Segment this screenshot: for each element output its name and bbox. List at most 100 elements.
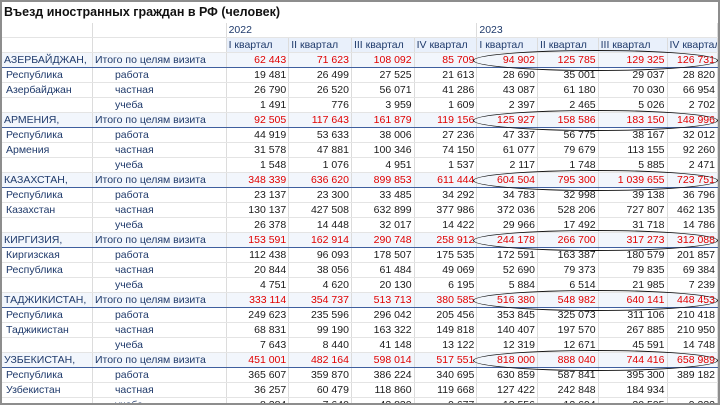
value-cell: 258 912 xyxy=(414,232,478,248)
purpose-label: частная xyxy=(92,262,227,278)
value-cell: 130 137 xyxy=(226,202,290,218)
value-cell: 31 718 xyxy=(598,217,668,233)
purpose-label: учеба xyxy=(92,157,227,173)
value-cell: 395 300 xyxy=(598,367,668,383)
value-cell: 353 845 xyxy=(476,307,538,323)
value-cell: 99 190 xyxy=(288,322,352,338)
value-cell: 9 232 xyxy=(667,397,718,403)
purpose-row: учеба8 2847 64043 8309 67712 55612 69430… xyxy=(2,397,718,403)
value-cell: 235 596 xyxy=(288,307,352,323)
purpose-row: Республика работа 249 623 235 596 296 042 205… xyxy=(2,307,718,323)
value-cell: 79 373 xyxy=(537,262,599,278)
value-cell: 587 841 xyxy=(537,367,599,383)
value-cell: 26 499 xyxy=(288,67,352,83)
country-total-row: ТАДЖИКИСТАН, Итого по целям визита 333 114… xyxy=(2,292,718,308)
value-cell: 39 138 xyxy=(598,187,668,203)
blank-cell xyxy=(92,23,227,38)
value-cell: 27 236 xyxy=(414,127,478,143)
quarter-header: I квартал xyxy=(476,37,538,53)
value-cell: 34 292 xyxy=(414,187,478,203)
value-cell: 658 989 xyxy=(667,352,718,368)
value-cell: 69 384 xyxy=(667,262,718,278)
value-cell: 333 114 xyxy=(226,292,290,308)
value-cell: 113 155 xyxy=(598,142,668,158)
value-cell: 47 881 xyxy=(288,142,352,158)
purpose-row: Узбекистан частная 36 257 60 479 118 860 119 … xyxy=(2,382,718,398)
value-cell: 32 017 xyxy=(351,217,415,233)
purpose-label: учеба xyxy=(92,397,227,403)
value-cell: 244 178 xyxy=(476,232,538,248)
purpose-row: учеба 4 751 4 620 20 130 6 195 5 884 6 514 21 9… xyxy=(2,277,718,293)
value-cell: 386 224 xyxy=(351,367,415,383)
value-cell: 94 902 xyxy=(476,52,538,68)
value-cell: 68 831 xyxy=(226,322,290,338)
value-cell: 2 465 xyxy=(537,97,599,113)
value-cell: 7 239 xyxy=(667,277,718,293)
country-name: АРМЕНИЯ, xyxy=(2,112,93,128)
value-cell: 1 039 655 xyxy=(598,172,668,188)
value-cell: 5 026 xyxy=(598,97,668,113)
value-cell: 28 690 xyxy=(476,67,538,83)
value-cell: 249 623 xyxy=(226,307,290,323)
value-cell: 482 164 xyxy=(288,352,352,368)
country-name-line xyxy=(2,157,93,173)
value-cell: 380 585 xyxy=(414,292,478,308)
purpose-label: Итого по целям визита xyxy=(92,232,227,248)
value-cell: 149 818 xyxy=(414,322,478,338)
value-cell: 184 934 xyxy=(598,382,668,398)
country-name: АЗЕРБАЙДЖАН, xyxy=(2,52,93,68)
quarter-header: IV квартал xyxy=(667,37,718,53)
value-cell: 175 535 xyxy=(414,247,478,263)
value-cell: 38 056 xyxy=(288,262,352,278)
country-total-row: КИРГИЗИЯ, Итого по целям визита 153 591 162… xyxy=(2,232,718,248)
value-cell: 325 073 xyxy=(537,307,599,323)
value-cell: 32 998 xyxy=(537,187,599,203)
value-cell: 26 520 xyxy=(288,82,352,98)
country-name: КАЗАХСТАН, xyxy=(2,172,93,188)
value-cell: 66 954 xyxy=(667,82,718,98)
purpose-row: Азербайджан частная 26 790 26 520 56 071 41 2… xyxy=(2,82,718,98)
purpose-label: работа xyxy=(92,187,227,203)
purpose-row: Армения частная 31 578 47 881 100 346 74 150 6… xyxy=(2,142,718,158)
blank-cell xyxy=(2,23,93,38)
value-cell: 35 001 xyxy=(537,67,599,83)
purpose-row: Республика работа 365 607 359 870 386 224 340… xyxy=(2,367,718,383)
value-cell: 41 148 xyxy=(351,337,415,353)
value-cell: 451 001 xyxy=(226,352,290,368)
value-cell: 33 485 xyxy=(351,187,415,203)
value-cell: 818 000 xyxy=(476,352,538,368)
value-cell: 9 677 xyxy=(414,397,478,403)
purpose-row: Республика работа 23 137 23 300 33 485 34 292… xyxy=(2,187,718,203)
value-cell: 1 748 xyxy=(537,157,599,173)
value-cell: 125 927 xyxy=(476,112,538,128)
value-cell: 795 300 xyxy=(537,172,599,188)
purpose-label: частная xyxy=(92,82,227,98)
value-cell: 888 040 xyxy=(537,352,599,368)
country-name-line xyxy=(2,397,93,403)
value-cell: 92 505 xyxy=(226,112,290,128)
value-cell: 528 206 xyxy=(537,202,599,218)
value-cell: 513 713 xyxy=(351,292,415,308)
value-cell: 267 885 xyxy=(598,322,668,338)
value-cell: 776 xyxy=(288,97,352,113)
value-cell: 2 397 xyxy=(476,97,538,113)
value-cell: 49 069 xyxy=(414,262,478,278)
value-cell: 5 885 xyxy=(598,157,668,173)
value-cell: 129 325 xyxy=(598,52,668,68)
purpose-label: Итого по целям визита xyxy=(92,352,227,368)
purpose-row: Казахстан частная 130 137 427 508 632 899 377… xyxy=(2,202,718,218)
data-table: 2022 2023 I квартал II квартал III квартал IV… xyxy=(2,23,718,403)
value-cell: 8 440 xyxy=(288,337,352,353)
value-cell: 348 339 xyxy=(226,172,290,188)
value-cell: 74 150 xyxy=(414,142,478,158)
value-cell: 36 796 xyxy=(667,187,718,203)
quarter-header-row: I квартал II квартал III квартал IV квартал… xyxy=(2,37,718,53)
value-cell: 5 884 xyxy=(476,277,538,293)
value-cell: 71 623 xyxy=(288,52,352,68)
value-cell: 158 586 xyxy=(537,112,599,128)
country-name-line xyxy=(2,97,93,113)
purpose-label: работа xyxy=(92,307,227,323)
country-name-line: Республика xyxy=(2,307,93,323)
value-cell: 31 578 xyxy=(226,142,290,158)
value-cell: 3 959 xyxy=(351,97,415,113)
